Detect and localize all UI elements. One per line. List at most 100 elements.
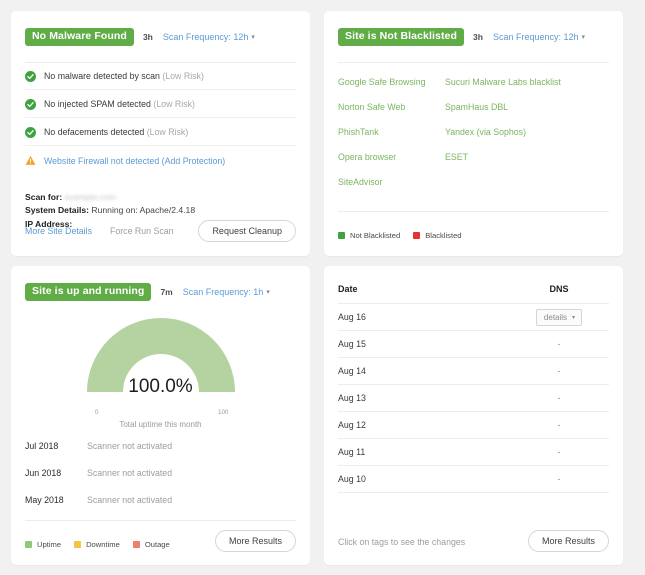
check-circle-icon [25,70,36,82]
legend-label: Blacklisted [425,231,462,240]
blacklist-engine-sucuri-malware-labs[interactable]: Sucuri Malware Labs blacklist [445,77,561,87]
table-row: Aug 10 - [338,465,609,492]
column-header-dns: DNS [549,284,569,294]
request-cleanup-button[interactable]: Request Cleanup [198,220,296,242]
uptime-more-results-button[interactable]: More Results [214,530,296,552]
check-risk: (Low Risk) [146,127,189,137]
system-details-label: System Details: [25,205,90,216]
month-value: Scanner not activated [87,441,173,451]
blacklist-card-header: Site is Not Blacklisted 3h Scan Frequenc… [324,11,623,49]
legend-label: Uptime [37,540,62,549]
blacklist-engine-grid: Google Safe Browsing Sucuri Malware Labs… [324,63,623,187]
legend-swatch-icon [25,541,32,548]
uptime-scan-frequency-label: Scan Frequency: 1h [182,287,264,297]
cell-dns: - [557,474,561,484]
blacklist-engine-norton-safe-web[interactable]: Norton Safe Web [338,102,406,112]
cell-date: Aug 11 [338,447,366,457]
scan-for-row: Scan for: example.com [25,191,296,204]
ip-address-row: IP Address: [25,218,296,231]
blacklist-engine-eset[interactable]: ESET [445,152,468,162]
scan-for-value: example.com [64,192,116,202]
blacklist-engine-siteadvisor[interactable]: SiteAdvisor [338,177,383,187]
legend-item-blacklisted: Blacklisted [413,231,462,240]
uptime-gauge-arc [86,318,235,392]
dns-card: Date DNS Aug 16 details ▾ Aug 15 - Aug 14… [324,266,623,565]
force-run-scan-link[interactable]: Force Run Scan [109,226,174,236]
cell-dns: - [557,420,561,430]
chevron-down-icon: ▾ [251,34,255,41]
list-item: No malware detected by scan (Low Risk) [25,69,296,90]
uptime-card-header: Site is up and running 7m Scan Frequency… [11,266,310,304]
check-label: No injected SPAM detected [44,99,151,109]
scan-details: Scan for: example.com System Details: Ru… [11,181,310,231]
blacklist-engine-yandex[interactable]: Yandex (via Sophos) [445,127,527,137]
cell-date: Aug 15 [338,339,366,349]
legend-label: Not Blacklisted [350,231,401,240]
dns-details-label: details [543,312,568,322]
legend-label: Outage [144,540,170,549]
blacklist-engine-spamhaus-dbl[interactable]: SpamHaus DBL [445,102,509,112]
blacklist-engine-phishtank[interactable]: PhishTank [338,127,379,137]
uptime-card: Site is up and running 7m Scan Frequency… [11,266,310,565]
ip-address-label: IP Address: [25,218,73,229]
cell-date: Aug 12 [338,420,366,430]
dns-table-header: Date DNS [338,284,609,303]
blacklist-scan-age: 3h [473,32,483,42]
check-circle-icon [25,98,36,110]
cell-date: Aug 13 [338,393,366,403]
list-item: Jun 2018 Scanner not activated [25,463,296,483]
more-site-details-link[interactable]: More Site Details [25,226,92,236]
warning-triangle-icon [25,155,36,165]
blacklist-engine-opera-browser[interactable]: Opera browser [338,152,397,162]
legend-swatch-icon [413,232,421,239]
uptime-gauge-caption: Total uptime this month [119,420,202,429]
divider [25,520,296,521]
dns-details-button[interactable]: details ▾ [535,308,583,326]
list-item: May 2018 Scanner not activated [25,490,296,510]
uptime-scan-age: 7m [160,287,173,297]
status-badge-uptime: Site is up and running [25,283,152,301]
month-label: Jun 2018 [25,468,62,478]
cell-dns: - [557,393,561,403]
legend-swatch-icon [132,541,140,548]
legend-item-downtime: Downtime [74,540,120,549]
uptime-scan-frequency-dropdown[interactable]: Scan Frequency: 1h ▾ [183,287,270,297]
malware-card-header: No Malware Found 3h Scan Frequency: 12h ▾ [11,11,310,49]
month-label: May 2018 [25,495,64,505]
uptime-gauge: 100.0% 0 100 Total uptime this month [11,308,310,436]
chevron-down-icon: ▾ [572,314,576,321]
system-details-value: Running on: Apache/2.4.18 [91,205,196,216]
check-circle-icon [25,126,36,138]
dns-more-results-button[interactable]: More Results [527,530,609,552]
blacklist-scan-frequency-dropdown[interactable]: Scan Frequency: 12h ▾ [493,32,585,42]
month-value: Scanner not activated [87,468,173,478]
table-row: Aug 14 - [338,357,609,384]
malware-check-list: No malware detected by scan (Low Risk) N… [11,63,310,174]
uptime-legend: Uptime Downtime Outage [25,540,183,549]
status-badge-malware: No Malware Found [25,28,134,46]
malware-scan-age: 3h [142,32,153,42]
cell-date: Aug 10 [338,474,366,484]
malware-scan-frequency-label: Scan Frequency: 12h [162,32,249,42]
legend-item-uptime: Uptime [25,540,61,549]
malware-card: No Malware Found 3h Scan Frequency: 12h ▾… [11,11,310,256]
cell-dns: - [557,447,561,457]
firewall-warning-link[interactable]: Website Firewall not detected (Add Prote… [44,155,226,166]
cell-date: Aug 14 [338,366,366,376]
table-row: Aug 16 details ▾ [338,303,609,330]
list-item: No defacements detected (Low Risk) [25,125,296,146]
list-item: No injected SPAM detected (Low Risk) [25,97,296,118]
blacklist-engine-google-safe-browsing[interactable]: Google Safe Browsing [338,77,426,87]
month-value: Scanner not activated [87,495,173,505]
legend-item-not-blacklisted: Not Blacklisted [338,231,400,240]
scan-for-label: Scan for: [25,192,63,202]
list-item[interactable]: Website Firewall not detected (Add Prote… [25,153,296,174]
cell-date: Aug 16 [338,312,366,322]
check-risk: (Low Risk) [162,71,204,81]
cell-dns: - [557,366,561,376]
malware-card-actions: More Site Details Force Run Scan Request… [25,220,296,242]
check-label: No defacements detected [44,127,145,137]
table-row: Aug 11 - [338,438,609,465]
malware-scan-frequency-dropdown[interactable]: Scan Frequency: 12h ▾ [163,32,255,42]
